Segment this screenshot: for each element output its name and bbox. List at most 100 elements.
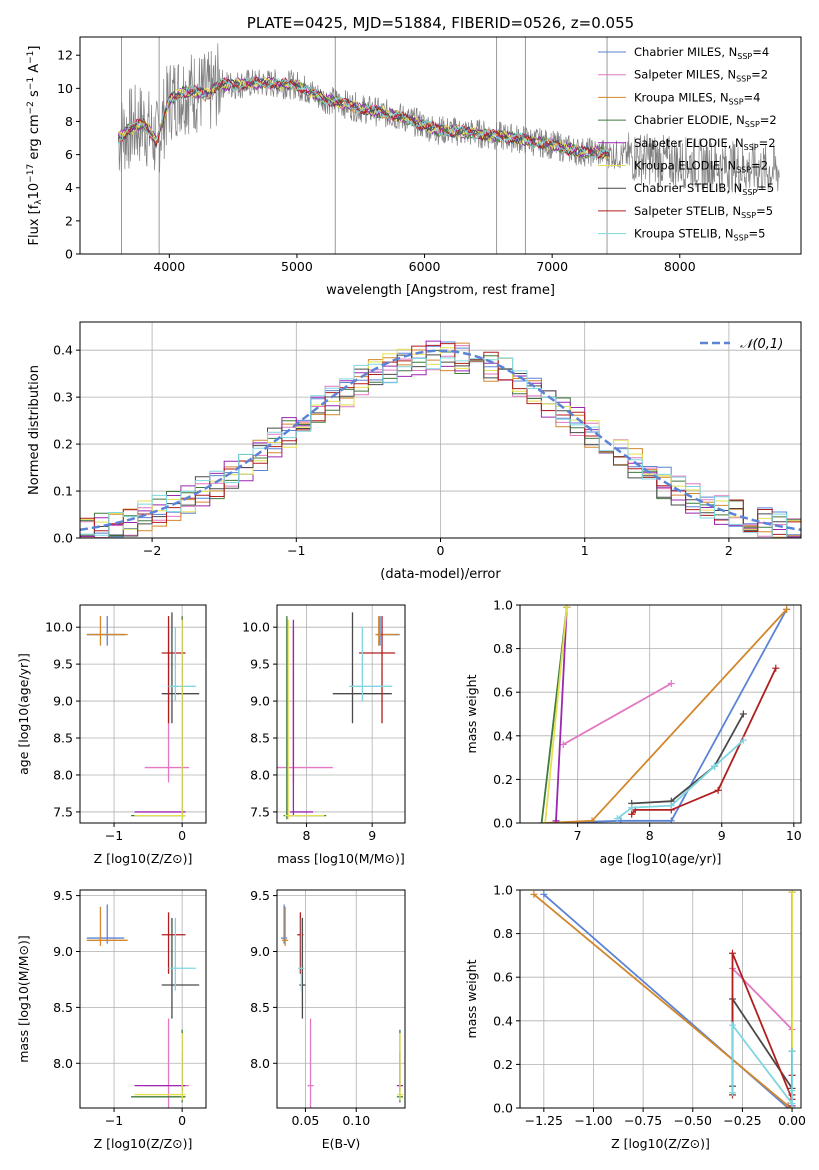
x-tick-label: 10 [786,828,802,843]
y-tick-label: 0.6 [493,970,513,985]
y-tick-label: 0.4 [493,1013,513,1028]
x-axis-label: Z [log10(Z/Z⊙)] [94,1136,193,1151]
y-axis-label: Flux [fλ10−17 erg cm−2 s−1 A−1] [26,46,44,246]
axes-age-vs-Z: −1 0 7.5 8.0 8.5 9.0 9.5 10.0 [45,604,207,843]
y-tick-label: 8.5 [250,1000,270,1015]
y-tick-label: 0.0 [53,531,73,546]
axes-massweight-vs-age: 7 8 9 10 0.0 0.2 0.4 0.6 0.8 1.0 [493,598,802,844]
y-tick-label: 8.5 [53,731,73,746]
y-tick-label: 8.0 [250,767,270,782]
weight-line [545,608,788,823]
plot-area [281,904,403,1108]
x-tick-label: 8000 [664,259,696,274]
x-tick-label: 6000 [409,259,441,274]
x-tick-label: 4000 [153,259,185,274]
y-tick-label: 7.5 [250,804,270,819]
weight-line [631,667,777,815]
x-tick-label: 9 [368,828,376,843]
plot-area [538,605,791,823]
y-tick-label: 9.5 [53,657,73,672]
x-tick-label: 2 [725,543,733,558]
y-tick-label: 4 [65,180,73,195]
x-tick-label: −2 [143,543,161,558]
y-tick-label: 9.5 [250,657,270,672]
x-tick-label: −0.25 [723,1113,761,1128]
legend-label: Salpeter ELODIE, NSSP=2 [634,136,776,152]
y-tick-label: 1.0 [493,598,513,613]
x-tick-label: 0.05 [292,1113,320,1128]
legend-label: Salpeter STELIB, NSSP=5 [634,204,773,220]
y-tick-label: 0.6 [493,685,513,700]
y-tick-label: 7.5 [53,804,73,819]
y-axis-label: mass weight [464,959,479,1038]
y-tick-label: 9.5 [53,888,73,903]
legend-label: Salpeter MILES, NSSP=2 [634,68,768,84]
y-tick-label: 10 [57,81,73,96]
model-spectrum [117,76,610,160]
plot-area [80,340,801,538]
x-tick-label: −0.75 [624,1113,662,1128]
plot-area [117,37,780,254]
y-tick-label: 8.5 [53,1000,73,1015]
axes-frame [519,889,802,1109]
axes-massweight-vs-Z: −1.25 −1.00 −0.75 −0.50 −0.25 0.00 0.0 0.2 0.4 0.… [493,883,806,1129]
x-tick-label: 8 [646,828,654,843]
y-tick-label: 2 [65,213,73,228]
axes-frame [79,36,802,255]
weight-line [731,952,793,1100]
axes-residuals: −2 −1 0 1 2 0.0 0.1 0.2 0.3 0.4 [53,321,802,558]
y-tick-label: 0.3 [53,390,73,405]
axes-frame [79,604,207,824]
axes-frame [79,889,207,1109]
x-tick-label: 1 [581,543,589,558]
x-axis-label: E(B-V) [322,1136,361,1151]
axes-mass-vs-ebv: 0.05 0.10 8.0 8.5 9.0 9.5 [250,888,406,1128]
y-tick-label: 9.0 [250,944,270,959]
axes-frame [79,321,802,539]
weight-line [731,967,793,1031]
y-tick-label: 6 [65,147,73,162]
y-tick-label: 0.2 [493,1057,513,1072]
y-tick-label: 8.5 [250,731,270,746]
y-tick-label: 8.0 [250,1056,270,1071]
y-tick-label: 8.0 [53,1056,73,1071]
weight-line [544,607,568,823]
legend-label: Chabrier ELODIE, NSSP=2 [634,113,777,129]
x-tick-label: 0.00 [778,1113,806,1128]
y-tick-label: 12 [57,48,73,63]
plot-area [86,612,200,820]
y-axis-label: mass weight [464,674,479,753]
weight-line [555,607,568,821]
x-axis-label: age [log10(age/yr)] [600,851,722,866]
axes-age-vs-mass: 8 9 7.5 8.0 8.5 9.0 9.5 10.0 [242,604,406,843]
y-axis-label: Normed distribution [27,365,42,495]
x-tick-label: −1 [105,828,123,843]
weight-line [631,713,745,805]
y-tick-label: 0.8 [493,641,513,656]
axes-frame [276,604,406,824]
weight-line [545,608,788,823]
histogram-step [80,357,801,538]
gaussian-curve [80,349,801,532]
x-tick-label: 0 [437,543,445,558]
axes-frame [276,889,406,1109]
x-tick-label: −1.25 [525,1113,563,1128]
y-tick-label: 0.0 [493,1101,513,1116]
x-tick-label: 9 [718,828,726,843]
axes-frame [519,604,802,824]
x-tick-label: −1 [287,543,305,558]
y-axis-label: mass [log10(M/M⊙)] [16,935,31,1063]
x-tick-label: 7 [574,828,582,843]
plot-area [86,904,200,1108]
axes-spectrum: 4000 5000 6000 7000 8000 0 2 4 6 8 10 12 [57,36,802,274]
plot-area [530,890,796,1108]
x-tick-label: 0 [178,828,186,843]
y-tick-label: 0.4 [53,343,73,358]
weight-line [533,893,793,1108]
y-tick-label: 1.0 [493,883,513,898]
x-tick-label: 5000 [281,259,313,274]
legend-label: Chabrier MILES, NSSP=4 [634,45,769,61]
model-spectrum [117,76,610,160]
y-tick-label: 0.2 [493,772,513,787]
